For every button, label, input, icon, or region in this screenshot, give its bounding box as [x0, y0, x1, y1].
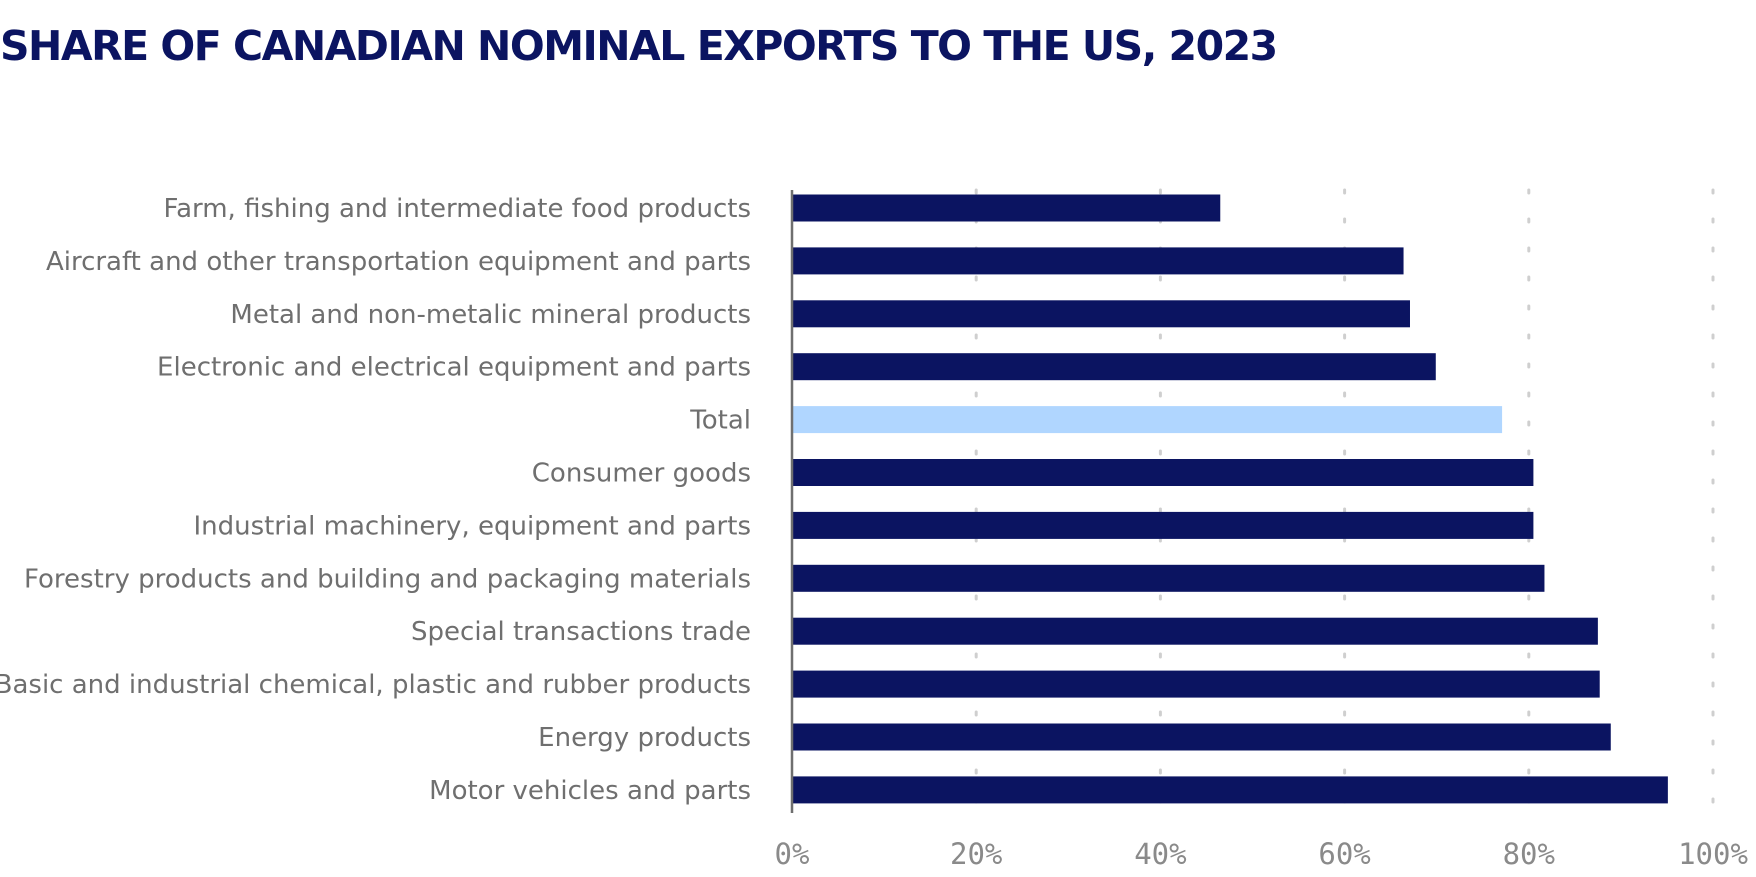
x-tick-label: 80% — [1503, 837, 1555, 871]
bar — [792, 194, 1221, 222]
x-tick-label: 0% — [775, 837, 810, 871]
bar — [792, 723, 1611, 751]
category-label: Electronic and electrical equipment and … — [157, 353, 751, 383]
category-label: Industrial machinery, equipment and part… — [193, 511, 751, 541]
bars — [792, 194, 1668, 804]
category-label: Energy products — [538, 723, 751, 753]
chart-title: SHARE OF CANADIAN NOMINAL EXPORTS TO THE… — [0, 22, 1278, 70]
category-label: Aircraft and other transportation equipm… — [46, 247, 751, 277]
category-label: Special transactions trade — [411, 617, 751, 647]
x-tick-labels: 0% 20% 40% 60% 80% 100% — [775, 837, 1748, 871]
x-tick-label: 60% — [1318, 837, 1370, 871]
category-label: Motor vehicles and parts — [429, 776, 751, 806]
grid-lines — [974, 188, 1715, 807]
bar — [792, 776, 1668, 804]
bar — [792, 511, 1534, 539]
category-label: Farm, fishing and intermediate food prod… — [164, 194, 752, 224]
bar — [792, 406, 1503, 434]
bar — [792, 617, 1598, 645]
bar — [792, 564, 1545, 592]
category-label: Total — [689, 406, 751, 436]
x-tick-label: 40% — [1134, 837, 1186, 871]
category-label: Basic and industrial chemical, plastic a… — [0, 670, 751, 700]
category-label: Consumer goods — [532, 459, 751, 489]
bar — [792, 247, 1404, 275]
category-label: Metal and non-metalic mineral products — [230, 300, 751, 330]
category-labels: Farm, fishing and intermediate food prod… — [0, 194, 751, 806]
x-tick-label: 100% — [1678, 837, 1748, 871]
bar — [792, 353, 1436, 381]
bar — [792, 670, 1600, 698]
bar — [792, 300, 1410, 328]
category-label: Forestry products and building and packa… — [24, 564, 751, 594]
x-tick-label: 20% — [950, 837, 1002, 871]
bar — [792, 459, 1534, 486]
